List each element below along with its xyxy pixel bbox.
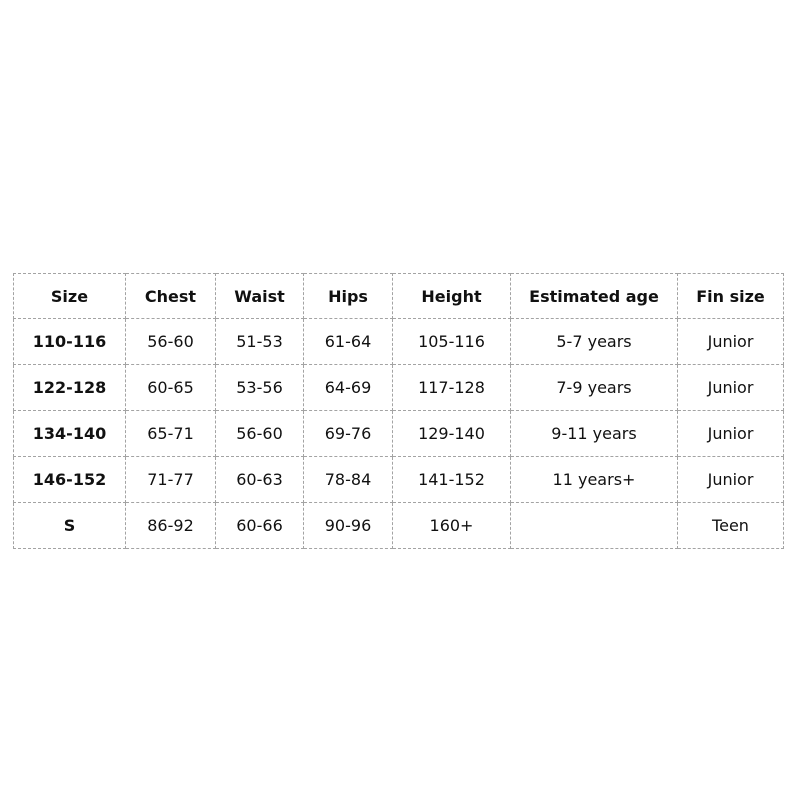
cell-estimated-age: 9-11 years (510, 410, 678, 457)
cell-estimated-age (510, 502, 678, 549)
cell-waist: 60-63 (215, 456, 304, 503)
cell-waist: 53-56 (215, 364, 304, 411)
header-cell-estimated-age: Estimated age (510, 273, 678, 319)
header-cell-chest: Chest (125, 273, 216, 319)
cell-height: 141-152 (392, 456, 511, 503)
header-cell-height: Height (392, 273, 511, 319)
table-row: 134-140 65-71 56-60 69-76 129-140 9-11 y… (13, 410, 784, 457)
table-row: S 86-92 60-66 90-96 160+ Teen (13, 502, 784, 549)
cell-fin-size: Junior (677, 318, 784, 365)
cell-waist: 56-60 (215, 410, 304, 457)
cell-size: 146-152 (13, 456, 126, 503)
header-cell-waist: Waist (215, 273, 304, 319)
cell-size: 122-128 (13, 364, 126, 411)
cell-fin-size: Junior (677, 364, 784, 411)
table-row: 146-152 71-77 60-63 78-84 141-152 11 yea… (13, 456, 784, 503)
cell-hips: 61-64 (303, 318, 393, 365)
cell-height: 160+ (392, 502, 511, 549)
table-row: 110-116 56-60 51-53 61-64 105-116 5-7 ye… (13, 318, 784, 365)
cell-height: 117-128 (392, 364, 511, 411)
cell-chest: 71-77 (125, 456, 216, 503)
cell-chest: 56-60 (125, 318, 216, 365)
cell-estimated-age: 5-7 years (510, 318, 678, 365)
cell-hips: 90-96 (303, 502, 393, 549)
cell-chest: 86-92 (125, 502, 216, 549)
cell-chest: 60-65 (125, 364, 216, 411)
cell-height: 105-116 (392, 318, 511, 365)
header-cell-hips: Hips (303, 273, 393, 319)
cell-waist: 60-66 (215, 502, 304, 549)
cell-waist: 51-53 (215, 318, 304, 365)
cell-estimated-age: 11 years+ (510, 456, 678, 503)
cell-hips: 78-84 (303, 456, 393, 503)
cell-size: 110-116 (13, 318, 126, 365)
cell-chest: 65-71 (125, 410, 216, 457)
cell-size: 134-140 (13, 410, 126, 457)
cell-fin-size: Junior (677, 456, 784, 503)
cell-size: S (13, 502, 126, 549)
cell-estimated-age: 7-9 years (510, 364, 678, 411)
cell-hips: 64-69 (303, 364, 393, 411)
cell-hips: 69-76 (303, 410, 393, 457)
size-chart-table: Size Chest Waist Hips Height Estimated a… (13, 273, 784, 549)
cell-fin-size: Junior (677, 410, 784, 457)
header-row: Size Chest Waist Hips Height Estimated a… (13, 273, 784, 319)
cell-height: 129-140 (392, 410, 511, 457)
table-row: 122-128 60-65 53-56 64-69 117-128 7-9 ye… (13, 364, 784, 411)
header-cell-fin-size: Fin size (677, 273, 784, 319)
header-cell-size: Size (13, 273, 126, 319)
cell-fin-size: Teen (677, 502, 784, 549)
